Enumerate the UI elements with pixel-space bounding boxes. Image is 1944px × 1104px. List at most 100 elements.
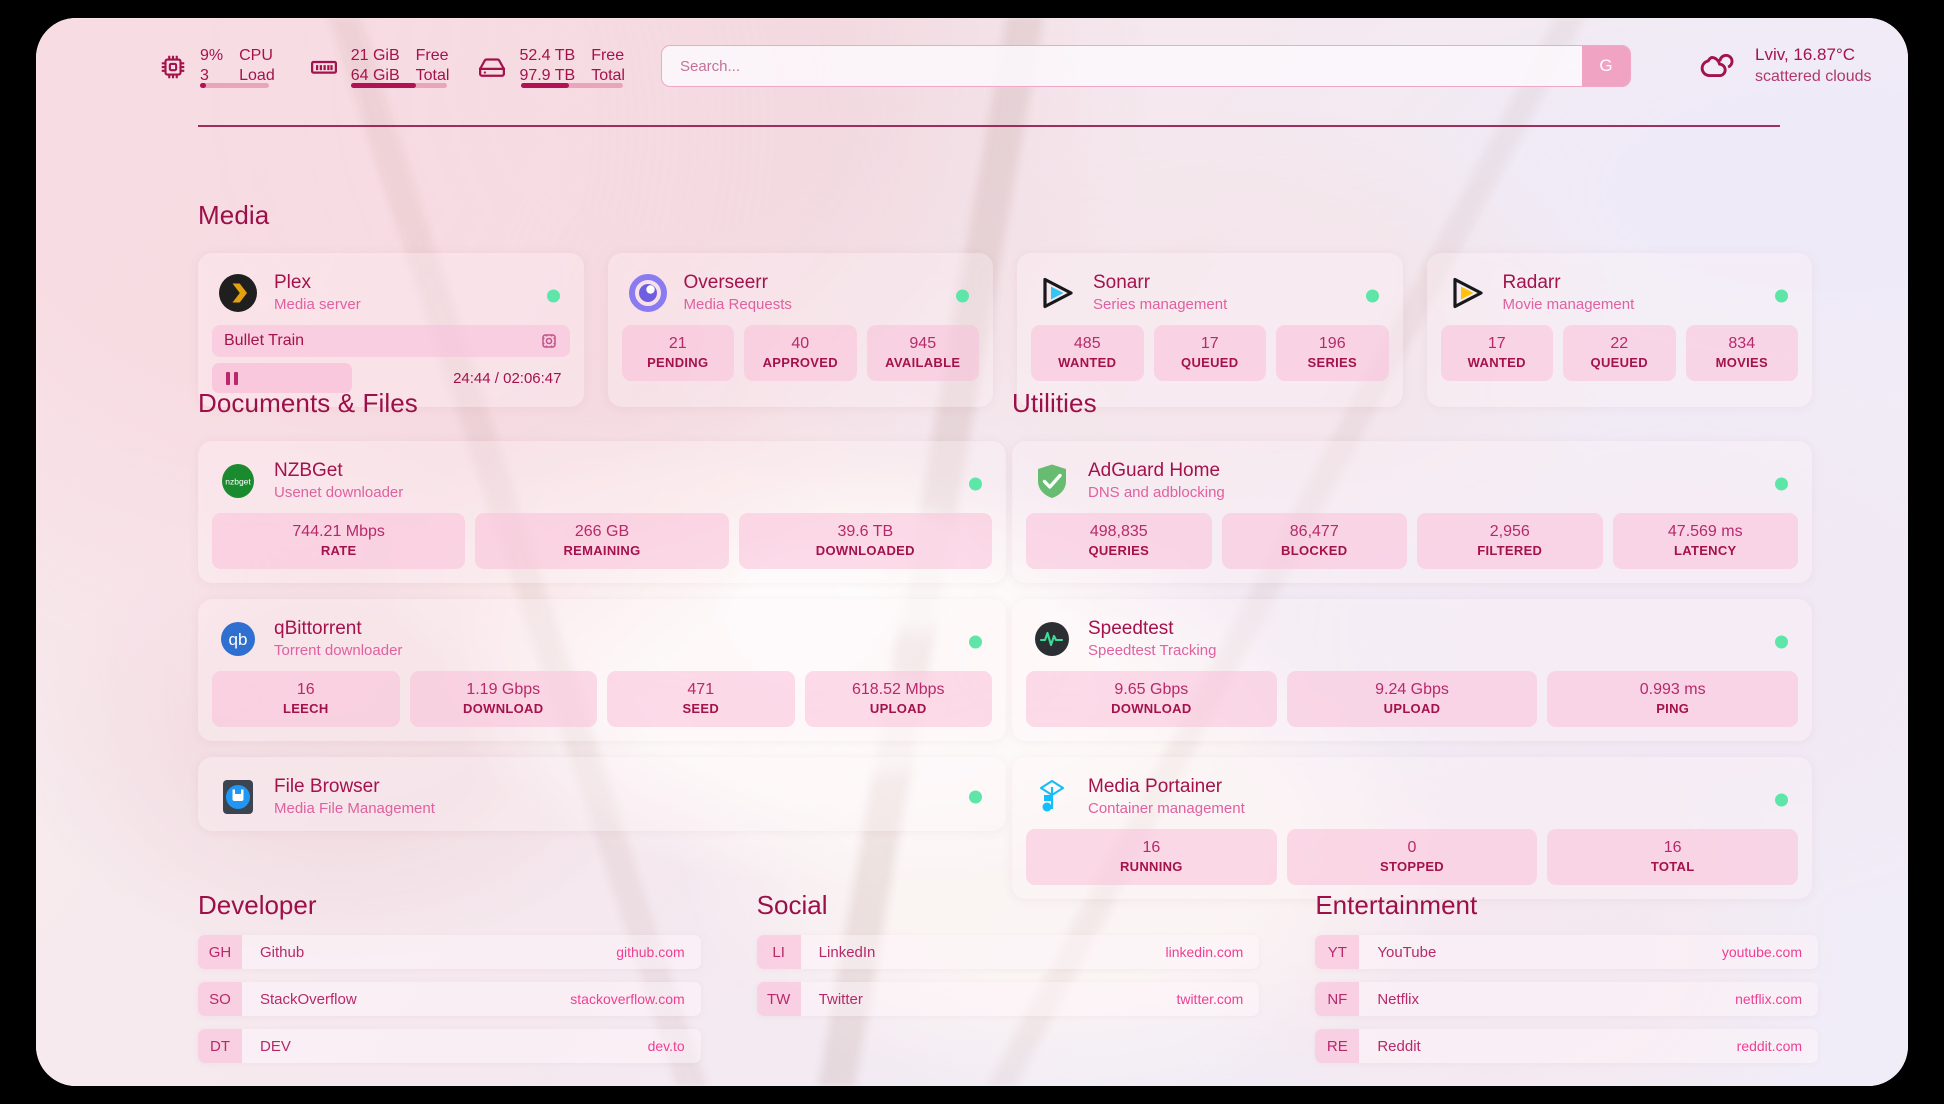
stat-cell: 39.6 TB DOWNLOADED [738,513,992,569]
stat-label: QUEUED [1181,355,1239,370]
bookmark-url: reddit.com [1736,1038,1803,1054]
stat-cell: 9.65 Gbps DOWNLOAD [1026,671,1277,727]
service-subtitle: Torrent downloader [274,642,403,659]
bookmark-item-twitter[interactable]: TW Twitter twitter.com [756,982,1260,1016]
stat-label: DOWNLOAD [463,701,544,716]
service-card-adguard-home[interactable]: AdGuard Home DNS and adblocking 498,835 … [1012,441,1812,583]
stat-cell: 16 RUNNING [1026,829,1277,885]
stat-cell: 2,956 FILTERED [1417,513,1603,569]
pause-button[interactable] [212,363,352,393]
dashboard-window: 9% 3 CPU Load [36,18,1908,1086]
disk-label-top: Free [591,47,625,64]
service-card-sonarr[interactable]: Sonarr Series management 485 WANTED 17 Q… [1017,253,1403,407]
stat-label: QUEUED [1590,355,1648,370]
service-card-plex[interactable]: Plex Media server Bullet Train [198,253,584,407]
service-card-overseerr[interactable]: Overseerr Media Requests 21 PENDING 40 A… [607,253,993,407]
stat-value: 16 [296,681,315,698]
plex-player: Bullet Train [212,325,570,393]
stat-label: STOPPED [1380,859,1444,874]
stat-value: 17 [1200,335,1219,352]
stat-cell: 744.21 Mbps RATE [212,513,466,569]
stat-value: 21 [668,335,687,352]
stat-value: 9.24 Gbps [1375,681,1449,698]
cpu-label-bottom: Load [239,67,275,84]
bookmark-item-dev[interactable]: DT DEV dev.to [198,1029,701,1063]
cloud-icon [1697,45,1739,87]
cpu-cores-value: 3 [200,67,209,84]
stat-value: 471 [687,681,715,698]
ram-used-value: 21 GiB [350,47,400,64]
section-title-documents: Documents & Files [198,388,418,418]
adguard-shield-icon [1032,461,1072,501]
stat-value: 485 [1073,335,1101,352]
cpu-stat: 9% 3 CPU Load [158,46,275,88]
stat-label: LEECH [282,701,329,716]
stat-value: 0.993 ms [1639,681,1706,698]
bookmark-url: dev.to [647,1038,685,1054]
section-title-utilities: Utilities [1012,388,1097,418]
bookmark-name: Reddit [1377,1037,1421,1055]
bookmark-group-title: Entertainment [1315,890,1478,920]
search-submit-button[interactable]: G [1581,46,1630,86]
service-card-speedtest[interactable]: Speedtest Speedtest Tracking 9.65 Gbps D… [1012,599,1812,741]
service-subtitle: Usenet downloader [274,484,404,501]
bookmark-badge: TW [756,982,801,1016]
ram-usage-bar [350,83,448,88]
svg-text:qb: qb [229,630,248,649]
service-name: Speedtest [1088,618,1174,639]
ram-label-top: Free [415,47,449,64]
service-card-nzbget[interactable]: nzbget NZBGet Usenet downloader 744.21 M… [198,441,1006,583]
bookmark-item-youtube[interactable]: YT YouTube youtube.com [1315,935,1819,969]
stat-cell: 9.24 Gbps UPLOAD [1286,671,1538,727]
service-card-qbittorrent[interactable]: qb qBittorrent Torrent downloader 16 LEE… [198,599,1006,741]
bookmark-item-reddit[interactable]: RE Reddit reddit.com [1315,1029,1819,1063]
pause-icon [226,371,230,385]
bookmark-item-github[interactable]: GH Github github.com [198,935,701,969]
bookmark-item-linkedin[interactable]: LI LinkedIn linkedin.com [756,935,1260,969]
cast-icon[interactable] [540,332,558,350]
status-badge [969,635,982,649]
stat-value: 834 [1728,335,1756,352]
bookmark-name: Netflix [1377,990,1420,1008]
disk-usage-bar [521,83,623,88]
stat-cell: 16 LEECH [212,671,400,727]
ram-label-bottom: Total [415,67,450,84]
disk-total-value: 97.9 TB [519,67,576,84]
service-card-radarr[interactable]: Radarr Movie management 17 WANTED 22 QUE… [1426,253,1812,407]
service-card-file-browser[interactable]: File Browser Media File Management [198,757,1006,831]
stat-label: DOWNLOAD [1111,701,1192,716]
bookmark-badge: GH [198,935,242,969]
service-name: Overseerr [683,272,768,293]
weather-location-temp: Lviv, 16.87°C [1754,45,1856,64]
stat-label: UPLOAD [869,701,927,716]
stat-value: 498,835 [1089,523,1148,540]
bookmark-item-netflix[interactable]: NF Netflix netflix.com [1315,982,1819,1016]
stat-label: UPLOAD [1383,701,1441,716]
bookmark-name: StackOverflow [260,990,357,1008]
header-divider [198,125,1780,127]
bookmark-group-title: Developer [198,890,317,920]
stat-cell: 17 WANTED [1440,325,1553,381]
bookmark-url: github.com [616,944,685,960]
service-card-media-portainer[interactable]: Media Portainer Container management 16 … [1012,757,1812,899]
bookmark-name: LinkedIn [818,943,876,961]
status-badge [1365,289,1379,303]
sonarr-icon [1037,273,1077,313]
service-name: Plex [274,272,311,293]
service-subtitle: Media File Management [274,800,435,817]
stat-label: PING [1656,701,1690,716]
service-name: qBittorrent [274,618,362,639]
service-name: NZBGet [274,460,343,481]
stat-label: PENDING [647,355,709,370]
service-name: Sonarr [1093,272,1151,293]
stat-value: 39.6 TB [837,523,894,540]
bookmark-badge: SO [198,982,242,1016]
bookmark-item-stackoverflow[interactable]: SO StackOverflow stackoverflow.com [198,982,701,1016]
stat-value: 945 [909,335,937,352]
stat-label: WANTED [1467,355,1526,370]
stat-cell: 1.19 Gbps DOWNLOAD [409,671,597,727]
search-box[interactable]: G [660,45,1631,87]
stat-cell: 471 SEED [607,671,795,727]
stat-value: 1.19 Gbps [466,681,541,698]
search-input[interactable] [661,46,1582,86]
